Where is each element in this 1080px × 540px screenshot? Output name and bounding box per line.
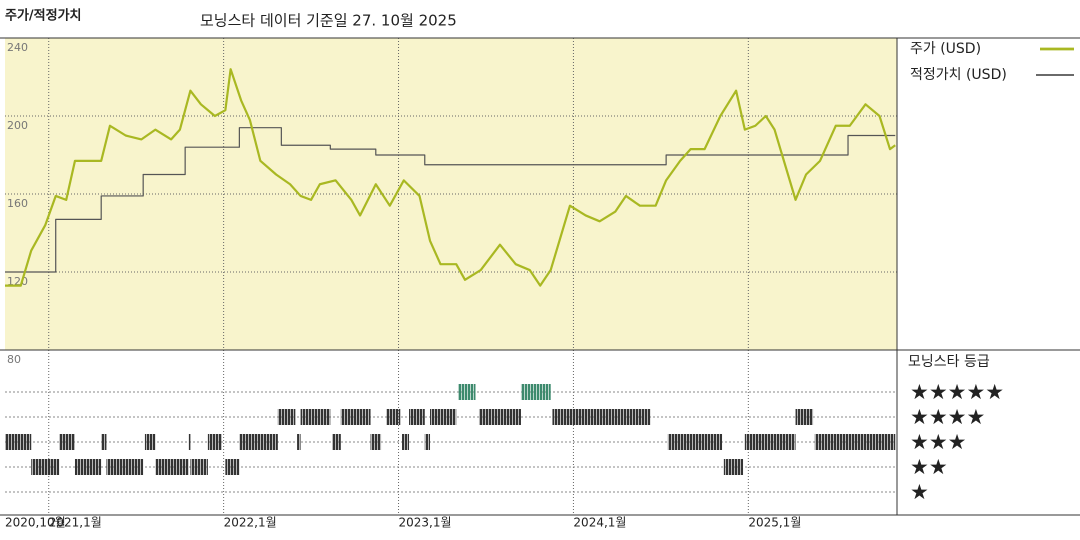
rating-label: ★★★★ bbox=[910, 405, 985, 429]
rating-bar bbox=[31, 459, 60, 475]
rating-bar bbox=[386, 409, 401, 425]
rating-bar bbox=[409, 409, 425, 425]
x-tick-label: 2024,1월 bbox=[573, 516, 626, 530]
y-tick-label: 160 bbox=[7, 197, 28, 210]
rating-bar bbox=[300, 409, 331, 425]
y-tick-label: 80 bbox=[7, 353, 21, 366]
legend-label: 주가 (USD) bbox=[910, 41, 981, 57]
rating-bar bbox=[744, 434, 796, 450]
rating-bar bbox=[370, 434, 382, 450]
rating-bar bbox=[814, 434, 896, 450]
rating-bar bbox=[552, 409, 651, 425]
rating-bar bbox=[723, 459, 744, 475]
series-line bbox=[5, 127, 896, 273]
x-tick-label: 2023,1월 bbox=[399, 516, 452, 530]
x-tick-label: 2025,1월 bbox=[748, 516, 801, 530]
rating-bar bbox=[332, 434, 341, 450]
rating-bar bbox=[340, 409, 371, 425]
rating-bar bbox=[59, 434, 75, 450]
rating-bar bbox=[101, 434, 107, 450]
rating-bar bbox=[277, 409, 296, 425]
x-tick-label: 2022,1월 bbox=[224, 516, 277, 530]
rating-label: ★ bbox=[910, 480, 929, 504]
rating-bar bbox=[74, 459, 102, 475]
rating-bar bbox=[478, 409, 521, 425]
rating-bar bbox=[520, 384, 551, 400]
rating-bar bbox=[297, 434, 301, 450]
rating-bar bbox=[190, 459, 208, 475]
rating-title: 모닝스타 등급 bbox=[908, 354, 990, 370]
rating-bar bbox=[188, 434, 191, 450]
rating-label: ★★ bbox=[910, 455, 948, 479]
rating-bar bbox=[144, 434, 156, 450]
rating-bar bbox=[225, 459, 240, 475]
rating-bar bbox=[106, 459, 144, 475]
rating-bar bbox=[430, 409, 457, 425]
rating-label: ★★★ bbox=[910, 430, 966, 454]
rating-label: ★★★★★ bbox=[910, 380, 1004, 404]
chart-title: 주가/적정가치 bbox=[5, 8, 82, 24]
rating-bar bbox=[207, 434, 222, 450]
rating-bar bbox=[424, 434, 431, 450]
plot-background bbox=[5, 38, 897, 350]
chart-subtitle: 모닝스타 데이터 기준일 27. 10월 2025 bbox=[200, 12, 457, 30]
rating-bar bbox=[5, 434, 32, 450]
rating-bar bbox=[457, 384, 476, 400]
x-tick-label: 2021,1월 bbox=[49, 516, 102, 530]
rating-bar bbox=[239, 434, 278, 450]
rating-bar bbox=[402, 434, 410, 450]
rating-bar bbox=[795, 409, 814, 425]
y-tick-label: 200 bbox=[7, 119, 28, 132]
y-tick-label: 240 bbox=[7, 41, 28, 54]
x-tick-label: 2020,10월 bbox=[5, 516, 66, 530]
rating-bar bbox=[155, 459, 189, 475]
series-line bbox=[5, 68, 896, 287]
rating-bar bbox=[667, 434, 723, 450]
legend-label: 적정가치 (USD) bbox=[910, 67, 1007, 83]
